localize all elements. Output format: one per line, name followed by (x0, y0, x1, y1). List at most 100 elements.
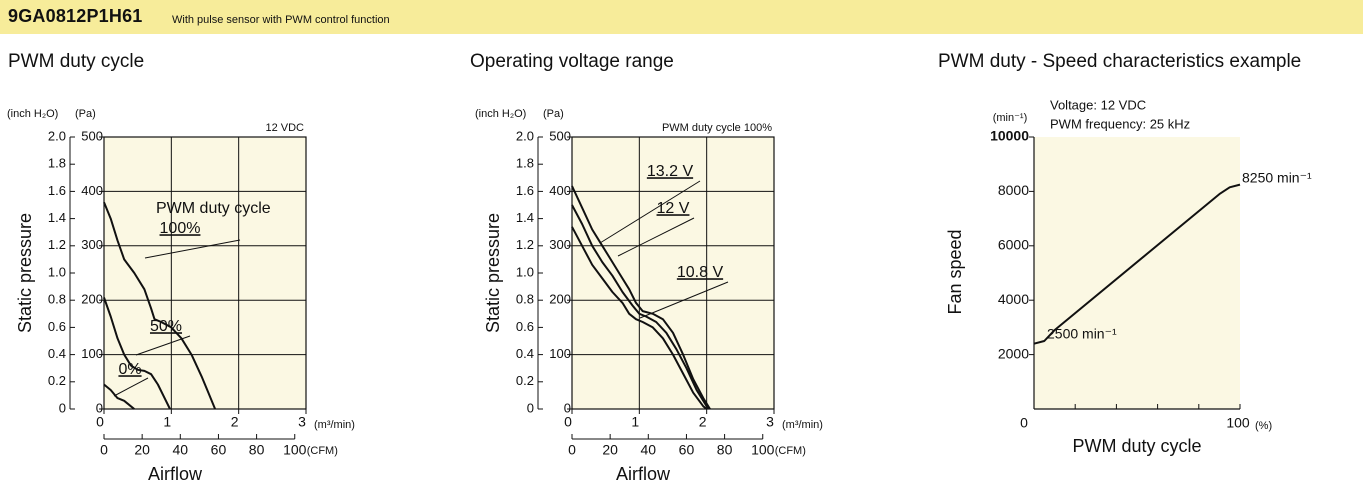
chart1-plot-area (571, 136, 775, 410)
chart0-tick-label-pa: 400 (81, 183, 103, 198)
chart0-tick-label-inch: 1.8 (48, 156, 66, 171)
chart2-y-axis-title: Fan speed (945, 229, 965, 314)
chart2-tick-label-y: 10000 (990, 128, 1029, 144)
chart0-tick-label-pa: 0 (96, 400, 103, 415)
chart0-x-axis-title: Airflow (148, 464, 203, 484)
model-number: 9GA0812P1H61 (8, 6, 143, 26)
chart2-tick-label-y: 2000 (998, 345, 1029, 361)
chart1-series-label: 13.2 V (647, 163, 694, 180)
header-bar: 9GA0812P1H61 With pulse sensor with PWM … (0, 0, 1363, 34)
chart0-series-label: 100% (160, 220, 201, 237)
chart0-tick-label-pa: 500 (81, 128, 103, 143)
chart0-tick-label-cfm: 20 (134, 442, 150, 458)
chart0-tick-label-pa: 200 (81, 292, 103, 307)
chart2-series-line (1033, 183, 1241, 345)
chart1-tick-label-m3: 0 (564, 414, 572, 430)
chart0-tick-label-inch: 1.0 (48, 264, 66, 279)
chart1-tick-label-pa: 200 (549, 292, 571, 307)
chart1-tick-label-inch: 1.2 (516, 237, 534, 252)
chart1-tick-label-pa: 400 (549, 183, 571, 198)
chart0-series-label: 0% (118, 361, 141, 378)
chart2-x-unit: (%) (1255, 420, 1272, 432)
chart0-tick-label-cfm: 80 (249, 442, 265, 458)
chart2-y-unit: (min⁻¹) (993, 112, 1028, 124)
chart1-tick-label-pa: 300 (549, 237, 571, 252)
chart1-tick-label-inch: 1.0 (516, 264, 534, 279)
chart1-series-line (571, 226, 708, 410)
chart1-tick-label-inch: 1.8 (516, 156, 534, 171)
chart0-tick-label-m3: 1 (163, 414, 171, 430)
chart0-leader-line (144, 239, 241, 259)
chart2-annotation-start: 2500 min⁻¹ (1047, 326, 1117, 342)
chart1-tick-label-inch: 0 (527, 400, 534, 415)
chart1-series-line (571, 185, 711, 410)
chart-title-speed: PWM duty - Speed characteristics example (938, 51, 1302, 72)
chart1-tick-label-cfm: 0 (568, 442, 576, 458)
chart0-tick-label-cfm: 60 (211, 442, 227, 458)
chart1-tick-label-pa: 100 (549, 346, 571, 361)
chart2-tick-label-y: 8000 (998, 182, 1029, 198)
chart1-leader-line (599, 180, 701, 244)
chart1-tick-label-pa: 0 (564, 400, 571, 415)
chart2-plot-area (1034, 137, 1240, 409)
chart1-y-axis-title: Static pressure (483, 213, 503, 333)
chart0-series-label: 50% (150, 318, 182, 335)
chart0-tick-label-cfm: 100 (283, 442, 307, 458)
chart1-tick-label-m3: 1 (631, 414, 639, 430)
chart1-note: PWM duty cycle 100% (662, 122, 772, 134)
chart0-y-axis-title: Static pressure (15, 213, 35, 333)
chart0-tick-label-inch: 2.0 (48, 128, 66, 143)
chart1-series-label: 10.8 V (677, 264, 724, 281)
chart1-tick-label-inch: 0.2 (516, 373, 534, 388)
chart1-y-unit-inch: (inch H₂O) (475, 108, 526, 120)
chart0-tick-label-inch: 1.2 (48, 237, 66, 252)
chart0-series-line (103, 201, 217, 410)
chart0-tick-label-pa: 100 (81, 346, 103, 361)
chart0-note: 12 VDC (265, 122, 304, 134)
chart0-tick-label-inch: 0.2 (48, 373, 66, 388)
chart0-tick-label-m3: 0 (96, 414, 104, 430)
chart0-tick-label-inch: 0.6 (48, 319, 66, 334)
chart0-tick-label-inch: 1.4 (48, 210, 66, 225)
chart0-legend-heading: PWM duty cycle (156, 200, 271, 217)
chart-title-voltage-range: Operating voltage range (470, 51, 674, 72)
chart2-annotation-end: 8250 min⁻¹ (1242, 169, 1312, 185)
chart1-series-label: 12 V (657, 200, 690, 217)
chart0-tick-label-inch: 0 (59, 400, 66, 415)
chart2-tick-label-y: 6000 (998, 237, 1029, 253)
chart0-tick-label-m3: 3 (298, 414, 306, 430)
chart1-tick-label-inch: 0.4 (516, 346, 534, 361)
chart0-plot-area (103, 136, 307, 410)
chart0-tick-label-inch: 0.4 (48, 346, 66, 361)
chart1-tick-label-cfm: 100 (751, 442, 775, 458)
chart1-series-line (571, 204, 710, 410)
chart0-y-unit-inch: (inch H₂O) (7, 108, 58, 120)
chart1-tick-label-inch: 1.4 (516, 210, 534, 225)
chart2-tick-label-x: 0 (1020, 415, 1028, 431)
chart1-tick-label-cfm: 40 (641, 442, 657, 458)
chart0-tick-label-cfm: 40 (173, 442, 189, 458)
chart0-tick-label-pa: 300 (81, 237, 103, 252)
chart0-x-unit-m3: (m³/min) (314, 419, 355, 431)
chart1-tick-label-cfm: 80 (717, 442, 733, 458)
chart1-y-unit-pa: (Pa) (543, 108, 564, 120)
chart0-leader-line (113, 377, 149, 397)
chart1-tick-label-pa: 500 (549, 128, 571, 143)
chart1-tick-label-m3: 2 (699, 414, 707, 430)
chart1-x-unit-m3: (m³/min) (782, 419, 823, 431)
chart1-x-unit-cfm: (CFM) (775, 445, 806, 457)
chart0-tick-label-inch: 1.6 (48, 183, 66, 198)
chart1-tick-label-m3: 3 (766, 414, 774, 430)
chart1-tick-label-inch: 2.0 (516, 128, 534, 143)
chart2-tick-label-x: 100 (1226, 415, 1250, 431)
chart0-tick-label-cfm: 0 (100, 442, 108, 458)
chart0-leader-line (135, 335, 191, 356)
chart1-tick-label-inch: 0.6 (516, 319, 534, 334)
chart0-series-line (103, 383, 135, 410)
chart1-tick-label-cfm: 60 (679, 442, 695, 458)
chart1-x-axis-title: Airflow (616, 464, 671, 484)
chart1-leader-line (617, 217, 695, 257)
chart0-series-line (103, 297, 171, 410)
chart1-tick-label-inch: 0.8 (516, 292, 534, 307)
